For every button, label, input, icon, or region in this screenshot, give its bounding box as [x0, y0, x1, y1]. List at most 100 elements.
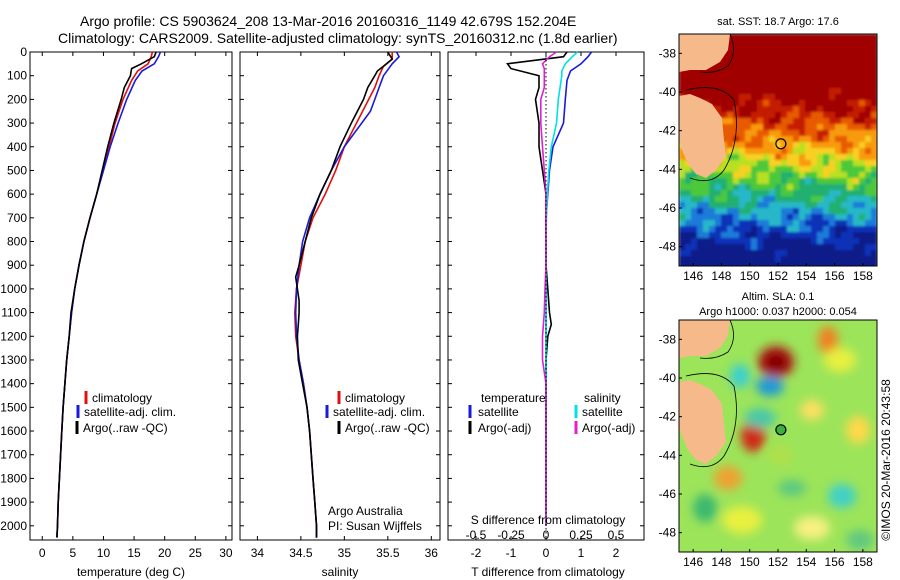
sst-map-ticks: 146 148 150 152 154 156 158 -38 -40 -42 -44 -46 -48: [659, 46, 874, 283]
series-line-satellite-adj-clim-: [56, 51, 162, 538]
map-x-tick-label: 158: [853, 269, 873, 283]
y-tick-label: 800: [7, 235, 27, 249]
map-y-tick-label: -38: [659, 46, 677, 60]
land-tasmania: [679, 94, 726, 178]
map-x-tick-label: 150: [740, 269, 760, 283]
shelf-contour-north-sst: [699, 34, 734, 73]
legend-label-satellite: satellite-adj. clim.: [84, 405, 176, 419]
shelf-contour-sla: [685, 373, 737, 468]
salinity-panel-frame: [239, 51, 441, 541]
map-x-tick-label: 148: [711, 555, 731, 569]
series-line-satellite: [545, 51, 593, 526]
y-tick-label: 500: [7, 163, 27, 177]
sla-map-title-1: Altim. SLA: 0.1: [742, 291, 815, 303]
map-x-tick-label: 156: [825, 269, 845, 283]
y-tick-label: 1500: [0, 400, 27, 414]
x-tick-label: 1: [578, 546, 585, 560]
y-tick-label: 700: [7, 211, 27, 225]
temperature-legend: climatology satellite-adj. clim. Argo(..…: [75, 391, 176, 435]
map-y-tick-label: -38: [659, 332, 677, 346]
y-tick-label: 1700: [0, 448, 27, 462]
salinity-legend: climatology satellite-adj. clim. Argo(..…: [325, 391, 430, 533]
legend-group-temperature: temperature: [481, 391, 546, 405]
salinity-xlabel: salinity: [322, 565, 359, 579]
y-tick-label: 600: [7, 187, 27, 201]
shelf-contour-north-sla: [699, 320, 734, 359]
x-tick-label: 25: [189, 546, 203, 560]
legend-label-argo-sal: Argo(-adj): [582, 421, 635, 435]
legend-label-argo: Argo(..raw -QC): [345, 421, 430, 435]
y-tick-label: 1600: [0, 424, 27, 438]
difference-xlabel-top: S difference from climatology: [471, 513, 626, 527]
map-y-tick-label: -48: [659, 526, 677, 540]
land-tasmania-sla: [679, 380, 726, 464]
y-tick-label: 1800: [0, 471, 27, 485]
x-tick-label: 35.5: [376, 546, 400, 560]
map-x-tick-label: 156: [825, 555, 845, 569]
y-tick-label: 1000: [0, 282, 27, 296]
y-tick-label: 400: [7, 140, 27, 154]
x-tick-label: -2: [471, 546, 482, 560]
y-tick-label: 1400: [0, 377, 27, 391]
sla-map-ticks: 146 148 150 152 154 156 158 -38 -40 -42 -44 -46 -48: [659, 332, 874, 569]
temperature-panel: 0 5 10 15 20 25 300100200300400500600700800900…: [0, 45, 233, 560]
x-tick-label: 0: [543, 546, 550, 560]
land-victoria: [679, 34, 730, 72]
imos-credit: ©IMOS 20-Mar-2016 20:43:58: [879, 379, 893, 541]
difference-panel: -2 -1 0 1 2 -0.5 -0.25 0 0.25 0.5: [448, 51, 644, 560]
map-x-tick-label: 146: [683, 269, 703, 283]
map-y-tick-label: -40: [659, 371, 677, 385]
annotation-argo-australia: Argo Australia: [328, 504, 403, 518]
map-y-tick-label: -40: [659, 85, 677, 99]
x-tick-label: 34: [251, 546, 265, 560]
y-tick-label: 2000: [0, 519, 27, 533]
x-tick-label: 10: [97, 546, 111, 560]
map-x-tick-label: 158: [853, 555, 873, 569]
shelf-contour-sst: [685, 87, 737, 182]
series-line-argo-adj-: [506, 51, 568, 526]
title-line-2: Climatology: CARS2009. Satellite-adjuste…: [58, 30, 618, 46]
y-tick-label: 1100: [1, 306, 27, 320]
map-x-tick-label: 146: [683, 555, 703, 569]
legend-label-climatology: climatology: [92, 391, 152, 405]
y-tick-label: 100: [7, 69, 27, 83]
x-tick-label: 36: [425, 546, 439, 560]
series-line-argo-raw-qc-: [56, 51, 157, 538]
legend-label-sat-sal: satellite: [582, 405, 623, 419]
sla-map-title-2: Argo h1000: 0.037 h2000: 0.054: [699, 306, 857, 318]
x-tick-label: 15: [127, 546, 141, 560]
y-tick-label: 300: [7, 116, 27, 130]
s-tick-label: 0: [543, 528, 550, 542]
series-line-argo-raw-qc-: [294, 51, 394, 538]
y-tick-label: 200: [7, 92, 27, 106]
sst-map-title: sat. SST: 18.7 Argo: 17.6: [717, 16, 839, 28]
argo-position-marker: [775, 138, 787, 150]
series-line-satellite: [545, 51, 579, 526]
map-y-tick-label: -42: [659, 124, 677, 138]
x-tick-label: 2: [613, 546, 620, 560]
salinity-panel: 34 34.5 35 35.5 36: [240, 51, 440, 560]
temperature-xlabel: temperature (deg C): [77, 565, 185, 579]
map-y-tick-label: -44: [659, 448, 677, 462]
difference-legend: temperature salinity satellite Argo(-adj…: [468, 391, 635, 435]
map-y-tick-label: -48: [659, 240, 677, 254]
map-x-tick-label: 152: [768, 555, 788, 569]
map-y-tick-label: -42: [659, 410, 677, 424]
legend-label-sat-temp: satellite: [478, 405, 519, 419]
s-tick-label: -0.25: [497, 528, 525, 542]
x-tick-label: 5: [70, 546, 77, 560]
legend-label-argo: Argo(..raw -QC): [83, 421, 168, 435]
map-x-tick-label: 152: [768, 269, 788, 283]
annotation-pi: PI: Susan Wijffels: [328, 519, 422, 533]
series-line-satellite-adj-clim-: [294, 51, 401, 538]
map-x-tick-label: 148: [711, 269, 731, 283]
s-tick-label: -0.5: [466, 528, 487, 542]
title-line-1: Argo profile: CS 5903624_208 13-Mar-2016…: [80, 13, 576, 29]
y-tick-label: 1200: [0, 329, 27, 343]
map-y-tick-label: -44: [659, 162, 677, 176]
argo-position-marker: [775, 424, 787, 436]
y-tick-label: 0: [20, 45, 27, 59]
legend-label-argo-temp: Argo(-adj): [478, 421, 531, 435]
map-y-tick-label: -46: [659, 487, 677, 501]
